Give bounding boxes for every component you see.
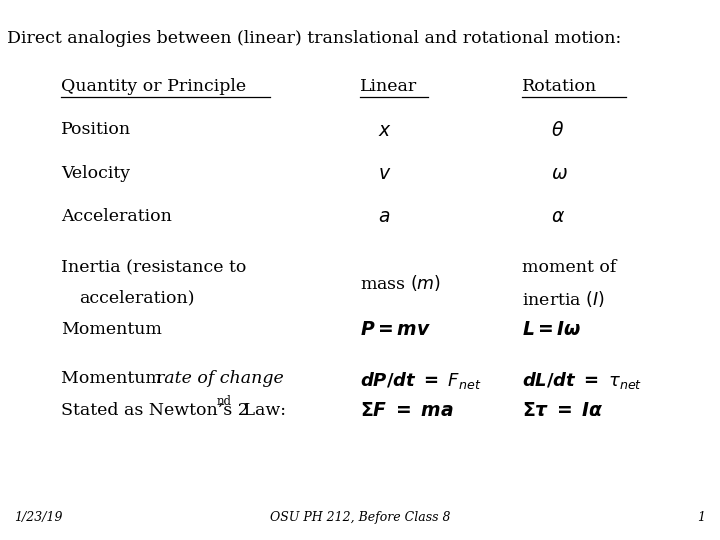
Text: $\boldsymbol{dP/dt\ =\ F_{net}}$: $\boldsymbol{dP/dt\ =\ F_{net}}$: [360, 370, 482, 391]
Text: moment of: moment of: [522, 259, 616, 276]
Text: $\boldsymbol{dL/dt\ =\ \tau_{net}}$: $\boldsymbol{dL/dt\ =\ \tau_{net}}$: [522, 370, 642, 391]
Text: mass $\mathit{(m)}$: mass $\mathit{(m)}$: [360, 273, 441, 293]
Text: $\boldsymbol{L = I\omega}$: $\boldsymbol{L = I\omega}$: [522, 321, 582, 339]
Text: 1/23/19: 1/23/19: [14, 511, 63, 524]
Text: acceleration): acceleration): [79, 289, 194, 306]
Text: OSU PH 212, Before Class 8: OSU PH 212, Before Class 8: [270, 511, 450, 524]
Text: $\alpha$: $\alpha$: [551, 208, 565, 226]
Text: Momentum: Momentum: [61, 321, 162, 338]
Text: 1: 1: [698, 511, 706, 524]
Text: rate of change: rate of change: [156, 370, 284, 387]
Text: $\boldsymbol{P = mv}$: $\boldsymbol{P = mv}$: [360, 321, 431, 339]
Text: inertia $\mathit{(I)}$: inertia $\mathit{(I)}$: [522, 289, 605, 309]
Text: Acceleration: Acceleration: [61, 208, 172, 225]
Text: $\omega$: $\omega$: [551, 165, 567, 183]
Text: $\boldsymbol{\Sigma F\ =\ ma}$: $\boldsymbol{\Sigma F\ =\ ma}$: [360, 402, 454, 420]
Text: Quantity or Principle: Quantity or Principle: [61, 78, 246, 95]
Text: nd: nd: [217, 395, 232, 408]
Text: $x$: $x$: [378, 122, 392, 139]
Text: Law:: Law:: [238, 402, 287, 419]
Text: Velocity: Velocity: [61, 165, 130, 181]
Text: $a$: $a$: [378, 208, 390, 226]
Text: $\boldsymbol{\Sigma\tau\ =\ I\alpha}$: $\boldsymbol{\Sigma\tau\ =\ I\alpha}$: [522, 402, 604, 420]
Text: Position: Position: [61, 122, 131, 138]
Text: Linear: Linear: [360, 78, 418, 95]
Text: $v$: $v$: [378, 165, 392, 183]
Text: $\theta$: $\theta$: [551, 122, 564, 140]
Text: Inertia (resistance to: Inertia (resistance to: [61, 259, 246, 276]
Text: Momentum: Momentum: [61, 370, 168, 387]
Text: Rotation: Rotation: [522, 78, 597, 95]
Text: Stated as Newton’s 2: Stated as Newton’s 2: [61, 402, 249, 419]
Text: Direct analogies between (linear) translational and rotational motion:: Direct analogies between (linear) transl…: [7, 30, 621, 46]
